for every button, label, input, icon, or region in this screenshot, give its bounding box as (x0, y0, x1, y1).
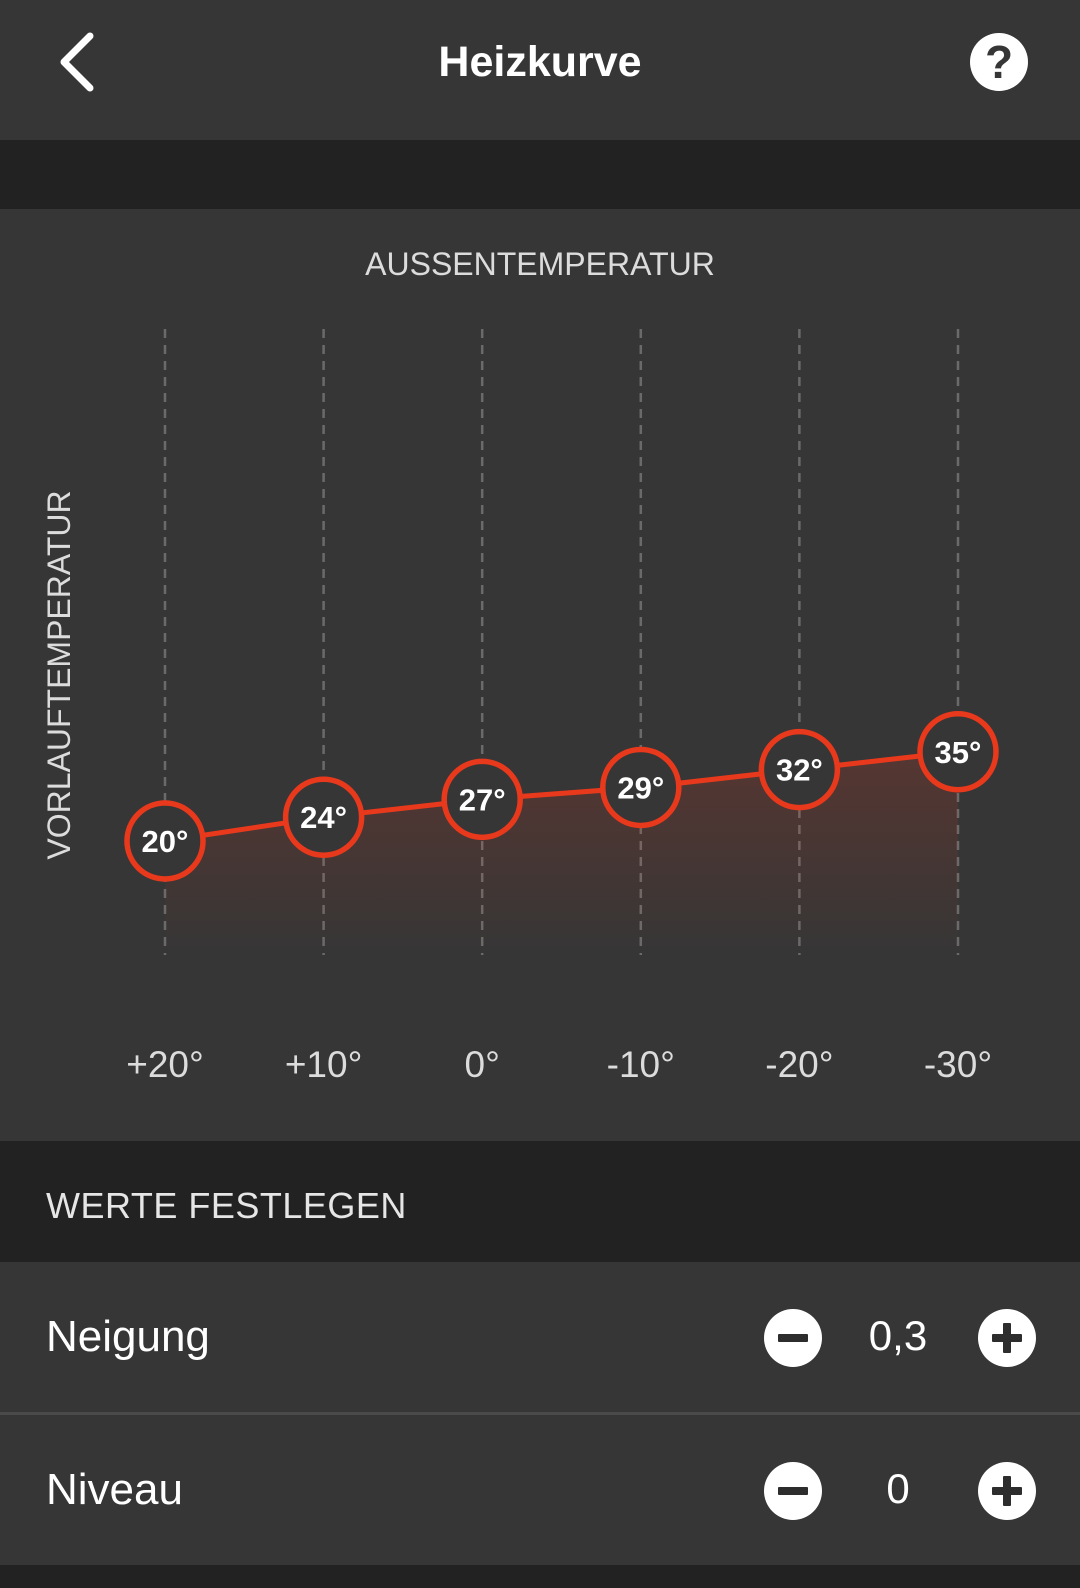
y-axis-title: VORLAUFTEMPERATUR (41, 490, 77, 859)
row-divider (0, 1412, 1080, 1415)
app-bar: Heizkurve ? (0, 0, 1080, 140)
curve-point-handle[interactable] (758, 728, 841, 811)
curve-point-handle[interactable] (124, 800, 206, 882)
point-value-label: 32° (776, 753, 823, 788)
point-value-label: 29° (617, 770, 664, 805)
x-tick-label: -30° (924, 1044, 992, 1085)
x-tick-label: -10° (607, 1044, 675, 1085)
page-title: Heizkurve (438, 38, 642, 86)
back-button[interactable] (46, 22, 116, 102)
neigung-value: 0,3 (868, 1312, 928, 1359)
chevron-left-icon (60, 32, 94, 92)
section-title: WERTE FESTLEGEN (46, 1185, 407, 1226)
curve-point-handle[interactable] (282, 776, 365, 858)
curve-area (165, 751, 958, 955)
point-value-label: 24° (300, 800, 347, 835)
x-axis-title: AUSSENTEMPERATUR (365, 246, 715, 282)
niveau-decrement-button[interactable] (764, 1462, 822, 1520)
niveau-value: 0 (886, 1465, 910, 1512)
spacer-band (0, 140, 1080, 209)
help-circle-icon: ? (984, 36, 1014, 88)
x-tick-label: +10° (285, 1044, 363, 1085)
curve-point-handle[interactable] (917, 711, 999, 793)
niveau-increment-button[interactable] (978, 1462, 1036, 1520)
neigung-decrement-button[interactable] (764, 1309, 822, 1367)
curve-point-handle[interactable] (441, 758, 523, 841)
section-header: WERTE FESTLEGEN (0, 1141, 1080, 1261)
setting-row-neigung: Neigung 0,3 (0, 1262, 1080, 1412)
point-value-label: 27° (459, 782, 506, 817)
help-button[interactable]: ? (970, 33, 1028, 91)
chart-panel (0, 209, 1080, 1141)
minus-circle-icon (778, 1487, 808, 1495)
minus-circle-icon (778, 1334, 808, 1342)
point-value-label: 35° (935, 735, 982, 770)
setting-label: Neigung (46, 1312, 210, 1361)
heating-curve-chart: AUSSENTEMPERATUR VORLAUFTEMPERATUR 20° 24… (41, 246, 999, 1085)
curve-point-handle[interactable] (600, 746, 682, 829)
neigung-increment-button[interactable] (978, 1309, 1036, 1367)
setting-label: Niveau (46, 1465, 183, 1514)
setting-row-niveau: Niveau 0 (0, 1415, 1080, 1565)
bottom-band (0, 1565, 1080, 1588)
x-tick-label: +20° (126, 1044, 204, 1085)
point-value-label: 20° (142, 824, 189, 859)
x-tick-label: -20° (765, 1044, 833, 1085)
x-tick-label: 0° (465, 1044, 500, 1085)
